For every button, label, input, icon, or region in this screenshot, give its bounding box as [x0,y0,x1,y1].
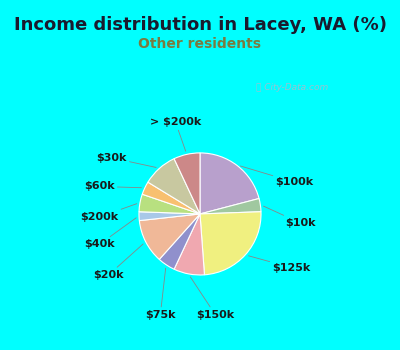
Wedge shape [139,212,200,220]
Text: Other residents: Other residents [138,37,262,51]
Wedge shape [139,214,200,259]
Wedge shape [148,159,200,214]
Text: $200k: $200k [80,204,137,222]
Text: Income distribution in Lacey, WA (%): Income distribution in Lacey, WA (%) [14,16,386,34]
Wedge shape [200,212,261,275]
Wedge shape [200,198,261,214]
Text: ⓘ City-Data.com: ⓘ City-Data.com [256,83,328,92]
Wedge shape [174,214,204,275]
Text: $125k: $125k [248,256,311,273]
Text: $40k: $40k [84,218,136,250]
Wedge shape [142,182,200,214]
Text: > $200k: > $200k [150,117,201,151]
Text: $20k: $20k [93,244,143,280]
Text: $10k: $10k [264,206,316,228]
Text: $75k: $75k [145,268,176,320]
Wedge shape [200,153,259,214]
Text: $100k: $100k [240,166,314,187]
Wedge shape [139,194,200,214]
Text: $150k: $150k [190,277,234,320]
Wedge shape [174,153,200,214]
Wedge shape [159,214,200,269]
Text: $30k: $30k [96,153,156,167]
Text: $60k: $60k [84,182,142,191]
